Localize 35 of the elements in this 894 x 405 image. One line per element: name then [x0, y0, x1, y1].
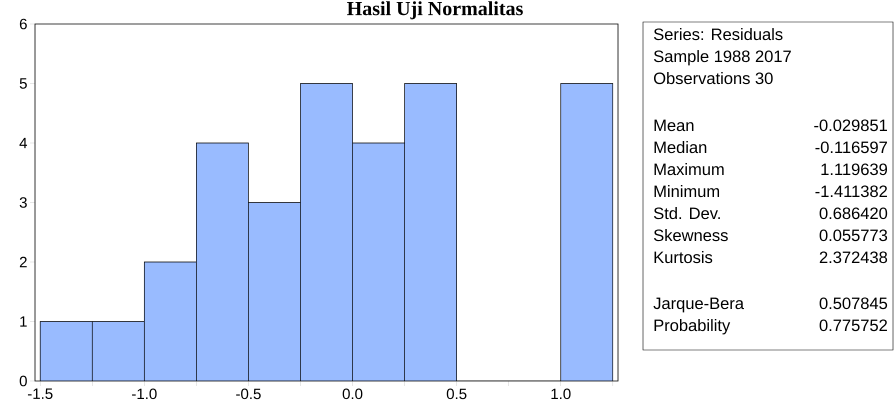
text: 0.775752 — [820, 319, 887, 332]
y-tick-label: 1 — [20, 316, 27, 327]
text: Skewness — [654, 229, 728, 242]
y-tick-label: 6 — [20, 18, 27, 30]
text: 0.686420 — [820, 207, 888, 220]
x-tick-label: 0.5 — [446, 388, 466, 400]
text: -0.116597 — [815, 141, 887, 154]
y-tick-label: 2 — [20, 256, 27, 268]
y-tick-label: 5 — [20, 78, 27, 89]
text: -0.029851 — [814, 119, 887, 132]
text: 0.507845 — [820, 297, 888, 310]
text: Series: Residuals — [654, 28, 782, 40]
text: Jarque-Bera — [653, 298, 744, 312]
text: 1.119639 — [821, 163, 888, 176]
text: Mean — [654, 120, 694, 132]
text: Std. Dev. — [654, 207, 720, 220]
y-tick-label: 4 — [19, 138, 28, 148]
text: -1.0 — [132, 388, 157, 400]
text: 0.055773 — [820, 229, 888, 242]
text: 2.372438 — [820, 251, 888, 264]
text: Probability — [654, 319, 730, 334]
text: Median — [654, 141, 706, 154]
text: Maximum — [654, 163, 724, 176]
text: Sample 1988 2017 — [654, 50, 791, 66]
text: Kurtosis — [654, 251, 712, 264]
text: -1.411382 — [815, 185, 887, 198]
text: Observations 30 — [654, 72, 773, 84]
x-tick-label: -0.5 — [236, 388, 261, 400]
text: Minimum — [654, 185, 720, 198]
x-tick-label: -1.5 — [28, 388, 53, 399]
chart-title: Hasil Uji Normalitas — [347, 1, 523, 20]
y-tick-label: 0 — [20, 376, 27, 386]
text: 0.0 — [342, 388, 362, 400]
text: 1.0 — [551, 388, 571, 400]
y-tick-label: 3 — [20, 197, 27, 208]
